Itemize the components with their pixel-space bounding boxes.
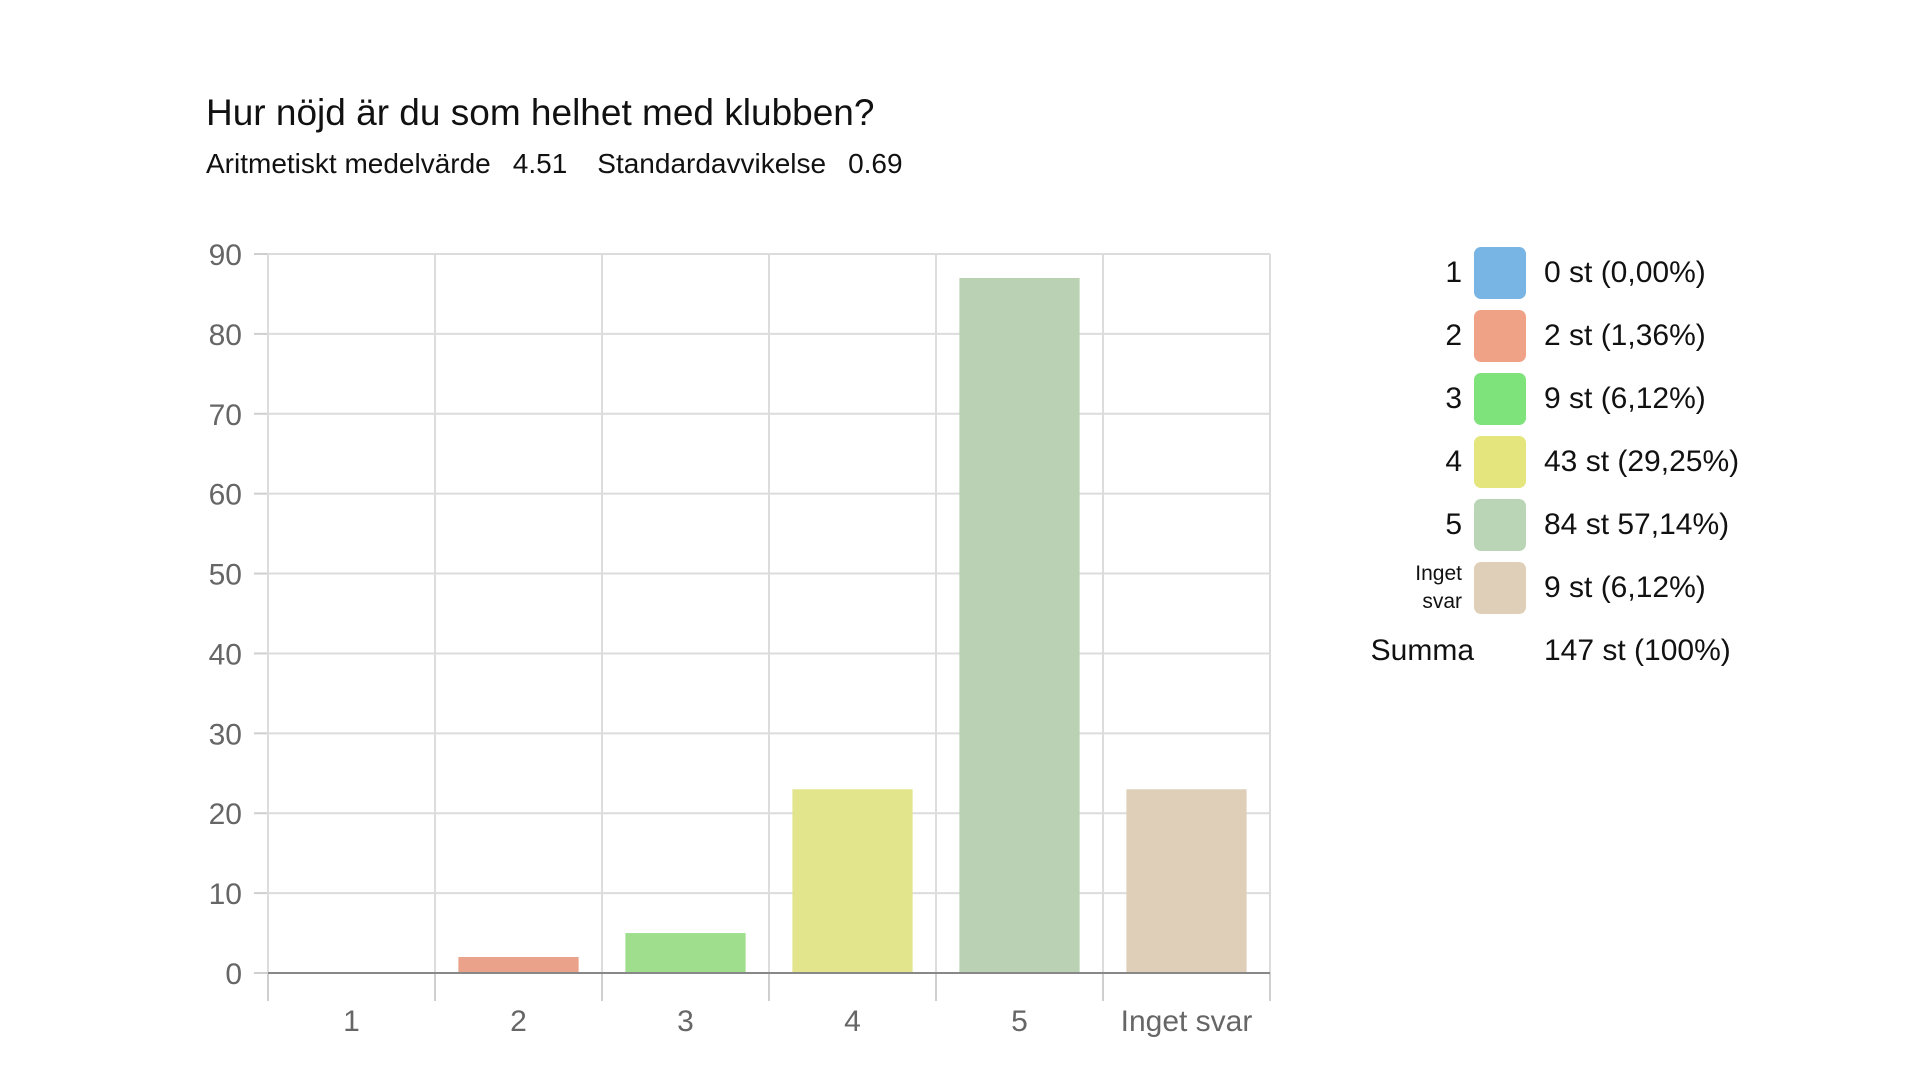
total-label: Summa [1370,634,1474,667]
legend-swatch [1474,436,1526,488]
y-tick-label: 80 [209,319,242,352]
legend-item: 1 0 st (0,00%) [1330,247,1730,310]
y-tick-label: 0 [225,958,242,991]
legend-swatch [1474,373,1526,425]
sd-value: 0.69 [848,148,903,179]
legend-key: 5 [1445,508,1462,541]
legend-swatch [1474,499,1526,551]
legend-total: Summa 147 st (100%) [1330,625,1731,688]
legend: 1 0 st (0,00%) 2 2 st (1,36%) 3 9 st (6,12%) 4… [1330,247,1739,688]
y-tick-label: 10 [209,878,242,911]
x-tick-label: 1 [343,1005,360,1038]
legend-value: 2 st (1,36%) [1544,319,1706,352]
bar-4 [792,789,913,973]
legend-key: 4 [1445,445,1462,478]
legend-swatch [1474,310,1526,362]
mean-value: 4.51 [512,148,568,179]
y-tick-label: 30 [209,718,242,751]
y-tick-label: 60 [209,479,242,512]
legend-key: 1 [1445,256,1462,289]
x-tick-label: Inget svar [1121,1005,1253,1038]
legend-swatch [1474,247,1526,299]
bar-3 [625,933,746,973]
y-tick-label: 90 [209,239,242,272]
bar-2 [458,957,579,973]
x-tick-labels: 1 2 3 4 5 Inget svar [343,1005,1252,1038]
summary-statistics: Aritmetiskt medelvärde 4.51 Standardavvike… [206,148,925,180]
legend-key: Inget svar [1415,562,1462,613]
x-tick-label: 3 [677,1005,694,1038]
legend-value: 0 st (0,00%) [1544,256,1706,289]
legend-value: 43 st (29,25%) [1544,445,1740,478]
chart-title: Hur nöjd är du som helhet med klubben? [206,92,875,133]
y-tick-label: 40 [209,638,242,671]
y-tick-label: 70 [209,399,242,432]
legend-value: 9 st (6,12%) [1544,382,1706,415]
legend-item: Inget svar 9 st (6,12%) [1330,562,1730,625]
legend-item: 2 2 st (1,36%) [1330,310,1730,373]
legend-key: 3 [1445,382,1462,415]
x-tick-label: 2 [510,1005,527,1038]
legend-item: 5 84 st 57,14%) [1330,499,1730,562]
x-tick-label: 5 [1011,1005,1028,1038]
legend-value: 84 st 57,14%) [1544,508,1730,541]
x-tick-label: 4 [844,1005,861,1038]
grid: 0 10 20 30 40 50 60 70 80 90 [209,239,1271,1001]
bars [458,277,1247,973]
legend-item: 3 9 st (6,12%) [1330,373,1730,436]
sd-label: Standardavvikelse [597,148,827,179]
y-tick-label: 20 [209,798,242,831]
total-value: 147 st (100%) [1544,634,1731,667]
bar-5 [959,277,1080,973]
legend-swatch [1474,562,1526,614]
legend-item: 4 43 st (29,25%) [1330,436,1739,499]
legend-key: 2 [1445,319,1462,352]
mean-label: Aritmetiskt medelvärde [206,148,491,179]
y-tick-label: 50 [209,559,242,592]
bar-inget-svar [1126,789,1247,973]
legend-value: 9 st (6,12%) [1544,571,1706,604]
